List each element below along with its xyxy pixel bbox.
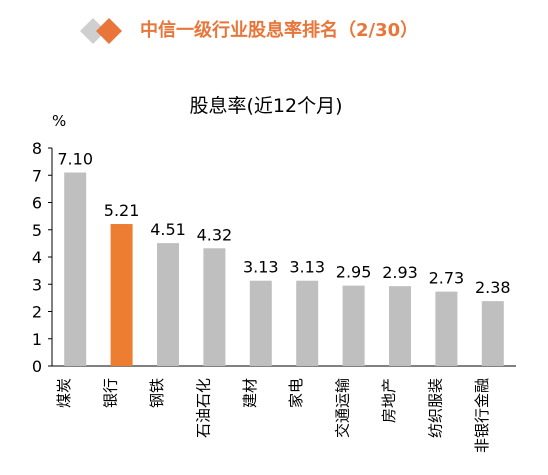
data-label: 4.51 (150, 220, 186, 239)
y-tick-label: 1 (32, 330, 42, 349)
y-tick-label: 8 (32, 139, 42, 158)
two-diamonds-icon (80, 18, 122, 44)
data-labels: 7.10 5.21 4.51 4.32 3.13 3.13 2.95 2.93 2.73 2.38 (57, 150, 510, 298)
x-tick-label: 银行 (102, 378, 120, 408)
data-label: 3.13 (243, 258, 279, 277)
bar-2 (110, 224, 133, 366)
y-tick-label: 6 (32, 194, 42, 213)
x-tick-label: 钢铁 (148, 378, 166, 408)
data-label: 3.13 (289, 258, 325, 277)
y-tick-label: 2 (32, 303, 42, 322)
data-label: 2.93 (382, 263, 418, 282)
y-tick-label: 7 (32, 166, 42, 185)
data-label: 4.32 (197, 225, 233, 244)
data-label: 7.10 (57, 150, 93, 169)
bar-6 (296, 280, 319, 366)
bar-9 (435, 291, 458, 366)
bar-8 (389, 286, 411, 366)
y-tick-label: 5 (32, 221, 42, 240)
y-axis: 0 1 2 3 4 5 6 7 8 (32, 139, 53, 376)
data-label: 5.21 (104, 201, 140, 220)
x-tick-label: 非银行金融 (473, 378, 491, 453)
y-tick-label: 4 (32, 248, 42, 267)
bar-10 (481, 301, 504, 366)
bar-5 (249, 280, 272, 366)
data-label: 2.95 (336, 263, 372, 282)
x-tick-label: 交通运输 (334, 378, 352, 438)
x-tick-label: 石油石化 (194, 378, 212, 438)
x-tick-label: 房地产 (380, 378, 398, 423)
chart-title: 股息率(近12个月) (189, 95, 342, 117)
diamond-orange-icon (96, 18, 122, 44)
data-label: 2.38 (475, 278, 511, 297)
x-tick-label: 煤炭 (55, 378, 73, 408)
x-tick-labels: 煤炭 银行 钢铁 石油石化 建材 家电 交通运输 房地产 纺织服装 非银行金融 (55, 378, 491, 453)
x-tick-label: 纺织服装 (426, 378, 444, 438)
y-tick-label: 3 (32, 275, 42, 294)
bar-1 (64, 172, 87, 366)
bars (64, 172, 504, 366)
x-tick-label: 建材 (241, 378, 259, 408)
x-tick-label: 家电 (287, 378, 305, 408)
slide-title: 中信一级行业股息率排名（2/30） (140, 20, 419, 41)
bar-3 (157, 243, 179, 366)
slide-header: 中信一级行业股息率排名（2/30） (0, 0, 548, 62)
data-label: 2.73 (429, 269, 465, 288)
bar-4 (203, 248, 226, 366)
y-axis-unit-label: % (52, 112, 66, 130)
y-tick-label: 0 (32, 357, 42, 376)
bar-7 (342, 285, 365, 366)
diamond-grey-icon (80, 18, 106, 44)
